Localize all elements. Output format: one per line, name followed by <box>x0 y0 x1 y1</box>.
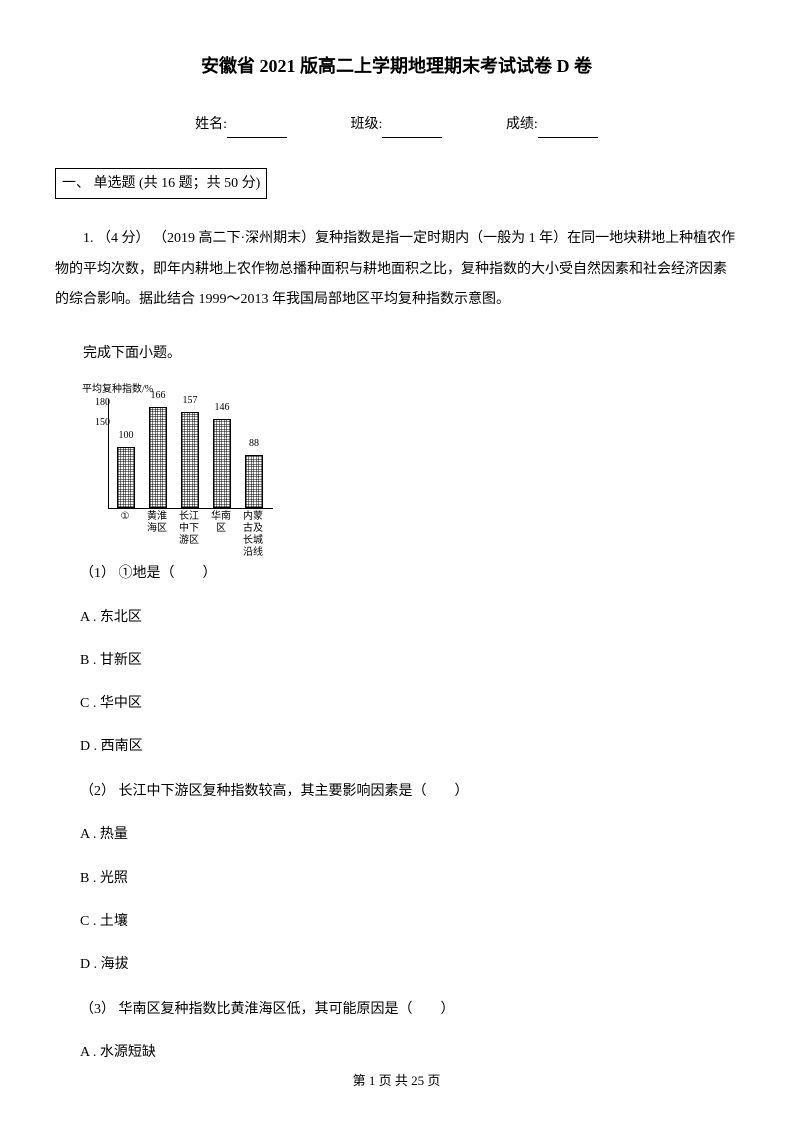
bar-x-label-3: 华南区 <box>207 511 235 535</box>
option-1a[interactable]: A . 东北区 <box>80 605 738 630</box>
bar-4 <box>245 455 263 509</box>
document-title: 安徽省 2021 版高二上学期地理期末考试试卷 D 卷 <box>55 50 738 82</box>
name-blank[interactable] <box>227 137 287 138</box>
bar-value-label-0: 100 <box>111 427 141 445</box>
option-2c[interactable]: C . 土壤 <box>80 909 738 934</box>
option-1d[interactable]: D . 西南区 <box>80 734 738 759</box>
page-footer: 第 1 页 共 25 页 <box>0 1069 793 1092</box>
class-blank[interactable] <box>382 137 442 138</box>
bar-2 <box>181 412 199 508</box>
bar-value-label-2: 157 <box>175 392 205 410</box>
chart-plot-area: 10016615714688 <box>108 399 273 509</box>
bar-value-label-3: 146 <box>207 399 237 417</box>
score-blank[interactable] <box>538 137 598 138</box>
bar-3 <box>213 419 231 508</box>
name-label: 姓名: <box>195 117 227 132</box>
bar-x-label-0: ① <box>111 511 139 523</box>
bar-value-label-1: 166 <box>143 387 173 405</box>
bar-0 <box>117 447 135 508</box>
sub-question-2: （2） 长江中下游区复种指数较高，其主要影响因素是（ ） <box>80 779 738 804</box>
bar-x-label-4: 内蒙古及长城沿线 <box>239 511 267 559</box>
option-2d[interactable]: D . 海拔 <box>80 952 738 977</box>
score-label: 成绩: <box>506 117 538 132</box>
sub-question-3: （3） 华南区复种指数比黄淮海区低，其可能原因是（ ） <box>80 997 738 1022</box>
bar-x-label-1: 黄淮海区 <box>143 511 171 535</box>
option-2b[interactable]: B . 光照 <box>80 866 738 891</box>
option-1b[interactable]: B . 甘新区 <box>80 648 738 673</box>
sub-instruction: 完成下面小题。 <box>55 341 738 366</box>
option-1c[interactable]: C . 华中区 <box>80 691 738 716</box>
bar-chart: 平均复种指数/% 180 150 10016615714688 ①黄淮海区长江中… <box>80 381 280 541</box>
sub-question-1: （1） ①地是（ ） <box>80 561 738 586</box>
student-info-line: 姓名: 班级: 成绩: <box>55 112 738 137</box>
bar-value-label-4: 88 <box>239 435 269 453</box>
question-1-intro: 1. （4 分） （2019 高二下·深州期末）复种指数是指一定时期内（一般为 … <box>55 224 738 316</box>
bar-1 <box>149 407 167 508</box>
option-3a[interactable]: A . 水源短缺 <box>80 1040 738 1065</box>
section-header: 一、 单选题 (共 16 题；共 50 分) <box>55 168 267 199</box>
option-2a[interactable]: A . 热量 <box>80 822 738 847</box>
bar-x-label-2: 长江中下游区 <box>175 511 203 547</box>
class-label: 班级: <box>351 117 383 132</box>
